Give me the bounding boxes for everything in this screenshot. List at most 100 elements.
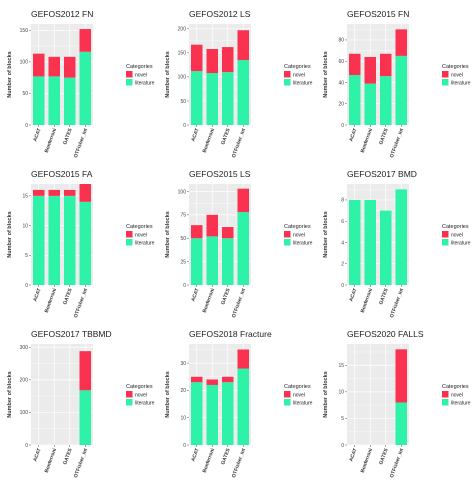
chart-svg: GEFOS2015 LS 0 25 50 75 100 ACAT Bonferroni GATE… xyxy=(165,169,313,319)
bar-literature xyxy=(395,402,407,445)
x-tick-label: OTFisher_int xyxy=(231,447,247,478)
legend-swatch-novel xyxy=(284,71,291,78)
bar-novel xyxy=(206,214,218,237)
y-tick-label: 100 xyxy=(20,60,29,66)
bar-literature xyxy=(33,76,45,125)
legend-swatch-novel xyxy=(126,71,133,78)
legend-swatch-literature xyxy=(442,239,449,246)
bar-novel xyxy=(48,56,60,77)
y-tick-label: 0 xyxy=(341,443,344,449)
bar-literature xyxy=(64,77,76,125)
y-tick-label: 10 xyxy=(338,390,344,396)
bar-novel xyxy=(33,53,45,77)
bar-novel xyxy=(79,184,91,202)
x-tick-label: GATES xyxy=(62,287,74,306)
x-tick-label: GATES xyxy=(378,287,390,306)
legend-label-novel: novel xyxy=(451,393,463,399)
x-tick-label: ACAT xyxy=(32,448,42,463)
bar-novel xyxy=(64,189,76,196)
y-tick-label: 6 xyxy=(341,219,344,225)
bar-literature xyxy=(222,238,234,285)
y-tick-label: 25 xyxy=(180,259,186,265)
legend-title: Categories xyxy=(284,64,311,70)
y-tick-label: 60 xyxy=(338,59,344,65)
bar-literature xyxy=(349,199,361,285)
x-tick-label: ACAT xyxy=(348,128,358,143)
chart-panel: GEFOS2015 FA 0 5 10 15 ACAT Bonferroni GATES OTF… xyxy=(0,160,158,320)
x-tick-label: ACAT xyxy=(348,448,358,463)
y-tick-label: 20 xyxy=(338,102,344,108)
bar-literature xyxy=(349,75,361,125)
x-tick-label: OTFisher_int xyxy=(73,127,89,158)
chart-panel: GEFOS2017 BMD 0 2 4 6 8 ACAT Bonferroni GATES OTF… xyxy=(316,160,474,320)
legend-label-literature: literature xyxy=(451,81,471,87)
legend-label-literature: literature xyxy=(293,81,313,87)
legend-label-literature: literature xyxy=(135,81,155,87)
legend-title: Categories xyxy=(126,224,153,230)
bar-literature xyxy=(191,382,203,445)
legend-label-novel: novel xyxy=(451,233,463,239)
legend-swatch-novel xyxy=(442,231,449,238)
bar-literature xyxy=(395,189,407,285)
bar-literature xyxy=(191,71,203,125)
legend-swatch-novel xyxy=(284,391,291,398)
y-tick-label: 50 xyxy=(22,91,28,97)
x-tick-label: OTFisher_int xyxy=(389,127,405,158)
legend-swatch-literature xyxy=(126,239,133,246)
chart-svg: GEFOS2017 BMD 0 2 4 6 8 ACAT Bonferroni GATES OTF… xyxy=(323,169,471,319)
y-tick-label: 50 xyxy=(180,99,186,105)
x-tick-label: Bonferroni xyxy=(44,287,59,314)
y-tick-label: 0 xyxy=(183,123,186,129)
x-tick-label: Bonferroni xyxy=(202,127,217,154)
legend-label-novel: novel xyxy=(293,393,305,399)
x-tick-label: ACAT xyxy=(190,448,200,463)
x-tick-label: Bonferroni xyxy=(202,287,217,314)
y-tick-label: 8 xyxy=(341,198,344,204)
chart-title: GEFOS2017 BMD xyxy=(347,169,417,179)
bar-novel xyxy=(222,227,234,239)
legend-swatch-literature xyxy=(442,79,449,86)
x-tick-label: GATES xyxy=(378,127,390,146)
chart-panel: GEFOS2015 LS 0 25 50 75 100 ACAT Bonferroni GATE… xyxy=(158,160,316,320)
bar-novel xyxy=(79,29,91,52)
chart-title: GEFOS2020 FALLS xyxy=(347,329,424,339)
chart-title: GEFOS2015 FA xyxy=(31,169,93,179)
y-tick-label: 100 xyxy=(178,189,187,195)
bar-literature xyxy=(380,210,392,285)
y-tick-label: 0 xyxy=(183,283,186,289)
y-tick-label: 100 xyxy=(178,75,187,81)
bar-novel xyxy=(191,376,203,383)
x-tick-label: GATES xyxy=(220,127,232,146)
bar-novel xyxy=(395,29,407,56)
bar-literature xyxy=(191,238,203,285)
bar-literature xyxy=(206,73,218,125)
x-tick-label: Bonferroni xyxy=(360,447,375,474)
bar-literature xyxy=(206,236,218,285)
legend-swatch-novel xyxy=(126,231,133,238)
x-tick-label: Bonferroni xyxy=(202,447,217,474)
bar-novel xyxy=(364,56,376,84)
y-axis-label: Number of blocks xyxy=(323,51,329,97)
bar-novel xyxy=(48,189,60,196)
chart-svg: GEFOS2020 FALLS 0 5 10 15 ACAT Bonferroni GATES… xyxy=(323,329,471,479)
chart-svg: GEFOS2012 FN 0 50 100 150 ACAT Bonferroni GATES… xyxy=(7,9,155,159)
x-tick-label: OTFisher_int xyxy=(389,447,405,478)
legend-label-literature: literature xyxy=(451,241,471,247)
x-tick-label: ACAT xyxy=(348,288,358,303)
bar-literature xyxy=(206,384,218,445)
chart-title: GEFOS2015 FN xyxy=(347,9,409,19)
legend-swatch-novel xyxy=(442,71,449,78)
y-tick-label: 10 xyxy=(22,223,28,229)
legend-swatch-literature xyxy=(126,79,133,86)
x-tick-label: GATES xyxy=(62,127,74,146)
y-tick-label: 75 xyxy=(180,213,186,219)
legend-swatch-literature xyxy=(126,399,133,406)
legend-swatch-literature xyxy=(284,399,291,406)
bar-novel xyxy=(191,225,203,239)
bar-literature xyxy=(237,212,249,285)
bar-novel xyxy=(237,30,249,61)
bar-novel xyxy=(222,47,234,73)
x-tick-label: OTFisher_int xyxy=(231,287,247,318)
x-tick-label: OTFisher_int xyxy=(73,287,89,318)
